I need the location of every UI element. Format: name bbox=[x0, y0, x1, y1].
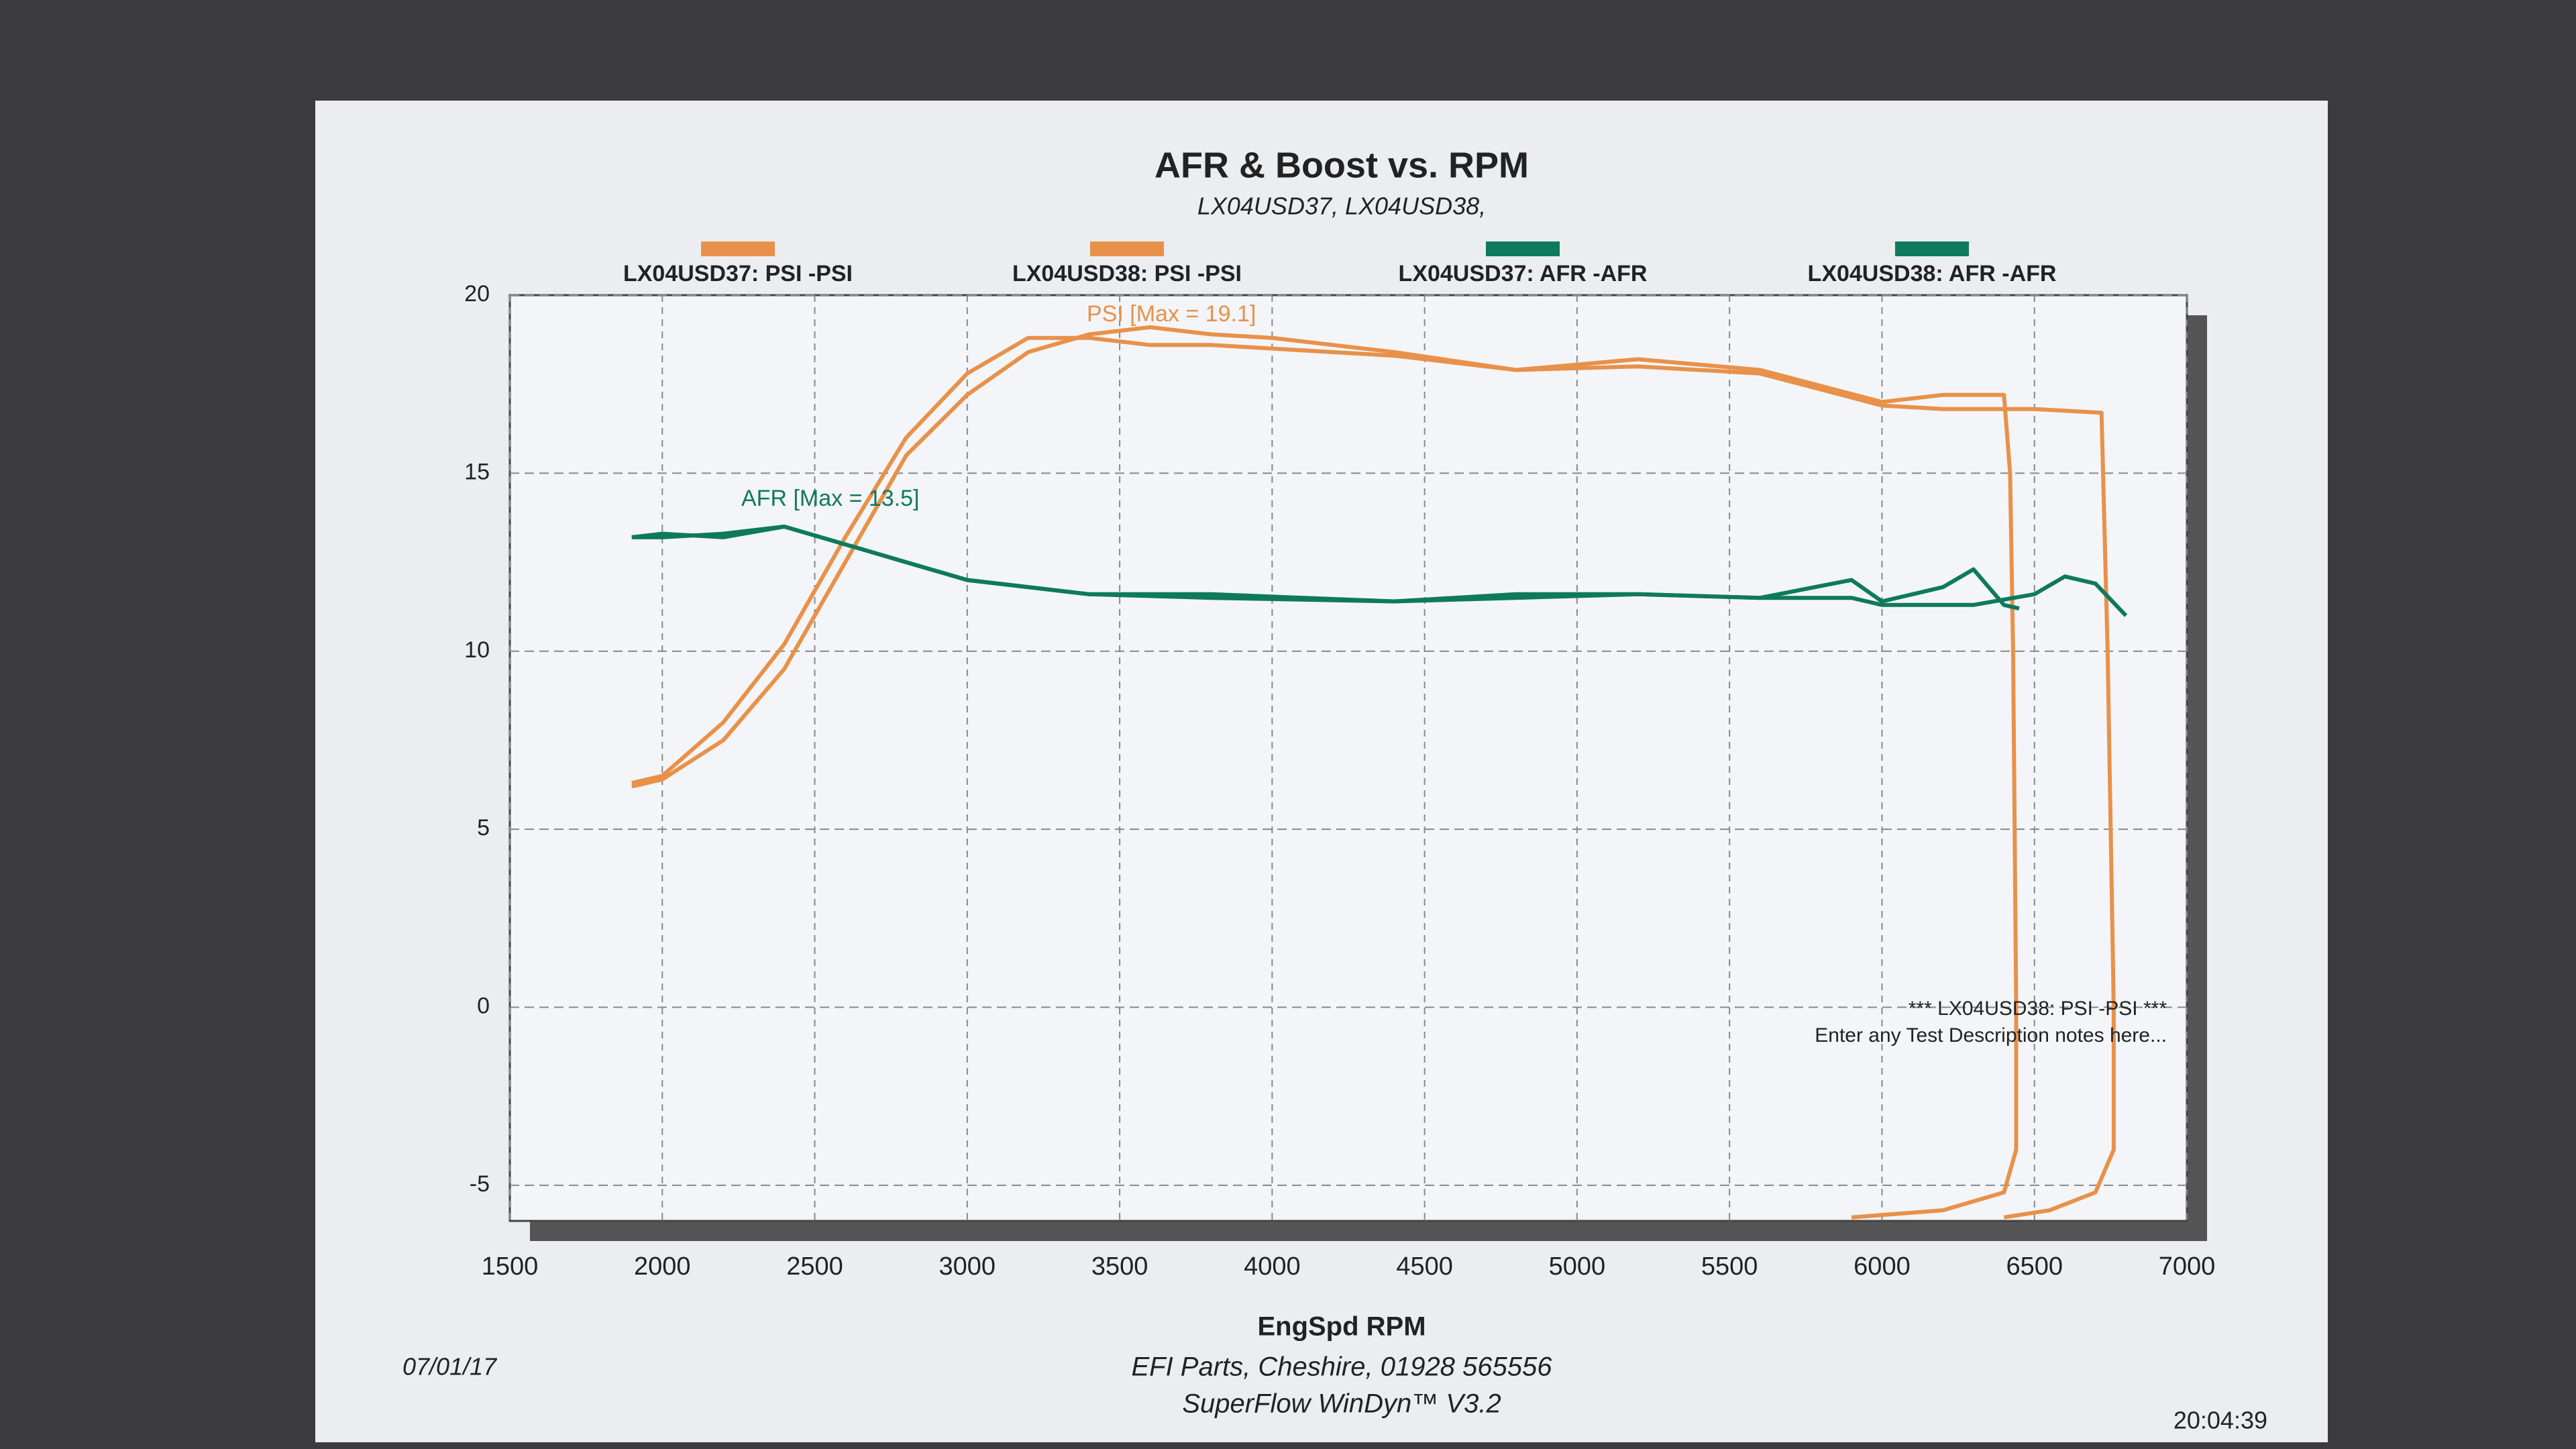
x-axis-label: EngSpd RPM bbox=[1257, 1312, 1426, 1342]
x-tick-label: 6500 bbox=[2006, 1252, 2063, 1281]
legend-swatch bbox=[1090, 241, 1164, 256]
annotation: AFR [Max = 13.5] bbox=[741, 486, 920, 511]
series-line bbox=[631, 335, 2116, 1220]
y-tick-label: 5 bbox=[477, 815, 490, 841]
x-tick-label: 4000 bbox=[1244, 1252, 1301, 1281]
x-tick-label: 6000 bbox=[1854, 1252, 1911, 1281]
legend-swatch bbox=[1895, 241, 1969, 256]
x-tick-label: 3000 bbox=[939, 1252, 996, 1281]
x-tick-label: 2500 bbox=[786, 1252, 843, 1281]
legend-label: LX04USD38: PSI -PSI bbox=[1012, 261, 1242, 286]
footer-software: SuperFlow WinDyn™ V3.2 bbox=[1182, 1389, 1501, 1419]
x-tick-label: 7000 bbox=[2159, 1252, 2216, 1281]
annotation: Enter any Test Description notes here... bbox=[1815, 1024, 2167, 1046]
plot-area bbox=[508, 294, 2188, 1222]
chart-title: AFR & Boost vs. RPM bbox=[1155, 145, 1529, 185]
y-tick-label: -5 bbox=[470, 1171, 490, 1197]
x-tick-label: 5500 bbox=[1701, 1252, 1758, 1281]
footer-date: 07/01/17 bbox=[402, 1353, 498, 1381]
legend-swatch bbox=[701, 241, 775, 256]
x-tick-label: 1500 bbox=[482, 1252, 539, 1281]
legend-swatch bbox=[1486, 241, 1560, 256]
y-tick-label: 10 bbox=[464, 637, 490, 663]
y-tick-label: 0 bbox=[477, 994, 490, 1019]
footer-company: EFI Parts, Cheshire, 01928 565556 bbox=[1131, 1352, 1552, 1382]
legend-label: LX04USD38: AFR -AFR bbox=[1808, 261, 2057, 286]
legend-label: LX04USD37: PSI -PSI bbox=[623, 261, 853, 286]
legend-label: LX04USD37: AFR -AFR bbox=[1399, 261, 1648, 286]
x-tick-label: 2000 bbox=[634, 1252, 691, 1281]
annotation: *** LX04USD38: PSI -PSI *** bbox=[1909, 998, 2167, 1020]
footer-time: 20:04:39 bbox=[2174, 1407, 2267, 1434]
chart-subtitle: LX04USD37, LX04USD38, bbox=[1197, 193, 1486, 220]
x-tick-label: 3500 bbox=[1091, 1252, 1148, 1281]
y-tick-label: 20 bbox=[464, 281, 490, 307]
series-line bbox=[631, 525, 2128, 617]
x-tick-label: 5000 bbox=[1549, 1252, 1606, 1281]
y-tick-label: 15 bbox=[464, 459, 490, 484]
x-tick-label: 4500 bbox=[1396, 1252, 1453, 1281]
annotation: PSI [Max = 19.1] bbox=[1087, 301, 1256, 327]
